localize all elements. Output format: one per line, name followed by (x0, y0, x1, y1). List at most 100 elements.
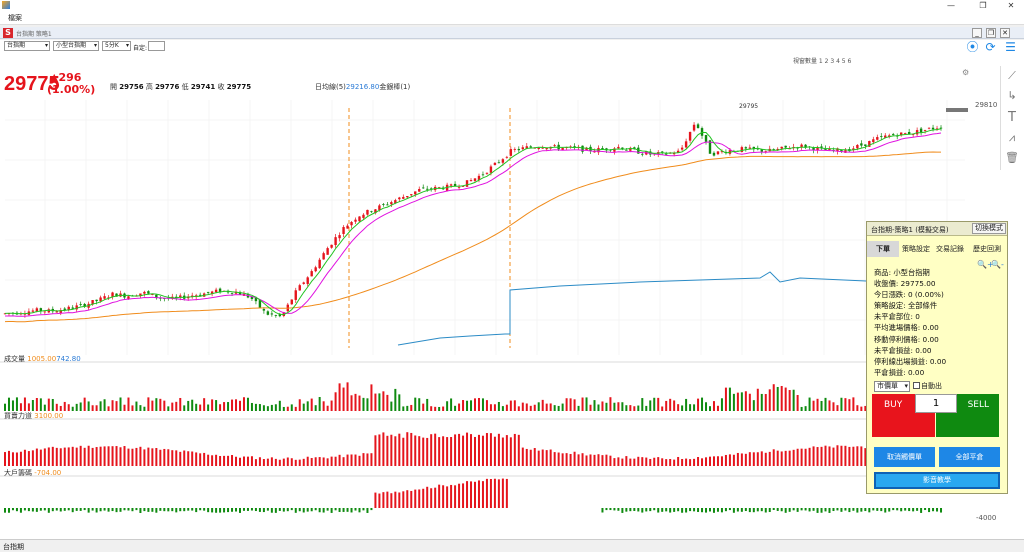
close-all-button[interactable]: 全部平倉 (939, 447, 1000, 467)
candle-body (266, 311, 270, 315)
big-player-bar (900, 508, 903, 512)
candle-body (314, 267, 317, 272)
volume-bar (481, 398, 484, 411)
candle-body (744, 147, 748, 149)
big-player-bar (876, 508, 879, 511)
tab-order[interactable]: 下單 (867, 241, 899, 257)
big-player-bar (414, 489, 417, 508)
volume-bar (342, 387, 345, 411)
power-bar (633, 458, 636, 466)
period-select[interactable]: 5分K (102, 41, 131, 51)
power-bar (15, 452, 18, 466)
volume-bar (824, 397, 827, 411)
volume-bar (195, 403, 198, 411)
big-player-bar (720, 508, 723, 513)
text-tool-icon[interactable]: T (1008, 110, 1016, 125)
big-player-bar (752, 508, 755, 513)
volume-bar (274, 404, 277, 411)
switch-mode-button[interactable]: 切換模式 (972, 223, 1006, 234)
fan-tool-icon[interactable]: ⩘ (1008, 131, 1016, 144)
volume-bar (19, 403, 22, 411)
trash-icon[interactable]: 🗑 (1005, 151, 1019, 164)
candle-body (206, 291, 210, 293)
power-bar (203, 452, 206, 466)
minimize-button[interactable]: — (947, 1, 955, 10)
volume-bar (330, 400, 333, 411)
power-bar (541, 449, 544, 466)
child-restore-button[interactable]: ❐ (986, 28, 996, 38)
trendline-icon[interactable]: ⟋ (1008, 69, 1016, 82)
product-select[interactable]: 台指期 (4, 41, 50, 51)
user-list-icon[interactable]: ☰ (1005, 40, 1016, 54)
power-bar (286, 457, 289, 466)
power-bar (601, 455, 604, 466)
volume-bar (430, 406, 433, 411)
app-titlebar: — ❐ ✕ (0, 0, 1024, 11)
tab-backtest[interactable]: 歷史回測 (973, 245, 1001, 253)
refresh-icon[interactable]: ⟳ (985, 40, 996, 54)
menu-file[interactable]: 檔案 (8, 14, 22, 22)
candle-body (780, 146, 783, 149)
checkbox-icon[interactable] (913, 382, 920, 389)
chart-canvas[interactable] (0, 100, 1000, 525)
close-button[interactable]: ✕ (1007, 1, 1015, 10)
custom-period-input[interactable] (148, 41, 165, 51)
child-minimize-button[interactable]: _ (972, 28, 982, 38)
power-bar (517, 434, 520, 466)
child-close-button[interactable]: ✕ (1000, 28, 1010, 38)
cancel-trigger-button[interactable]: 取消觸價單 (874, 447, 935, 467)
tab-trade-log[interactable]: 交易記錄 (936, 245, 964, 253)
big-player-bar (637, 508, 640, 512)
candle-body (350, 222, 353, 226)
contract-select[interactable]: 小型台指期 (53, 41, 99, 51)
big-player-bar (418, 489, 421, 508)
volume-bar (95, 405, 98, 411)
window-count-label[interactable]: 視窗數量 1 2 3 4 5 6 (793, 58, 852, 65)
candle-body (406, 196, 409, 198)
volume-bar (211, 399, 214, 411)
volume-bar (135, 401, 138, 411)
candle-body (346, 225, 349, 229)
polyline-icon[interactable]: ↳ (1007, 89, 1017, 102)
big-player-bar (621, 508, 624, 513)
last-price: 29775 (4, 73, 60, 95)
power-bar (529, 449, 532, 466)
power-bar (804, 448, 807, 466)
power-bar (581, 453, 584, 466)
big-player-bar (772, 508, 775, 511)
quantity-input[interactable]: 1 (915, 394, 957, 413)
big-player-bar (744, 508, 747, 512)
power-bar (223, 455, 226, 466)
auto-exit-checkbox[interactable]: 自動出 (913, 381, 942, 392)
volume-bar (748, 393, 751, 411)
zoom-out-icon[interactable]: 🔍- (991, 260, 1004, 269)
big-player-bar (155, 508, 158, 513)
volume-bar (772, 384, 775, 411)
power-bar (290, 458, 293, 466)
big-player-bar (792, 508, 795, 511)
candle-body (585, 147, 588, 151)
big-player-bar (211, 508, 214, 513)
order-type-select[interactable]: 市價單 (874, 381, 910, 392)
power-bar (4, 452, 6, 466)
power-bar (521, 447, 524, 466)
power-bar (43, 448, 46, 466)
power-bar (848, 446, 851, 466)
status-tab[interactable]: 台指期 (3, 543, 24, 551)
volume-bar (844, 398, 847, 411)
chart-settings-icon[interactable]: ⚙ (962, 68, 970, 77)
broadcast-icon[interactable]: ⦿ (966, 40, 979, 54)
volume-bar (203, 398, 206, 411)
maximize-button[interactable]: ❐ (979, 1, 987, 10)
big-player-bar (848, 508, 851, 513)
big-player-bar (67, 508, 70, 511)
tab-strategy[interactable]: 策略設定 (902, 245, 930, 253)
big-player-bar (665, 508, 668, 512)
power-bar (211, 455, 214, 466)
volume-bar (434, 406, 437, 411)
big-player-bar (896, 508, 899, 511)
candle-body (752, 146, 756, 150)
video-tutorial-button[interactable]: 影音教學 (874, 472, 1000, 489)
big-player-bar (689, 508, 692, 512)
zoom-in-icon[interactable]: 🔍+ (977, 260, 994, 269)
